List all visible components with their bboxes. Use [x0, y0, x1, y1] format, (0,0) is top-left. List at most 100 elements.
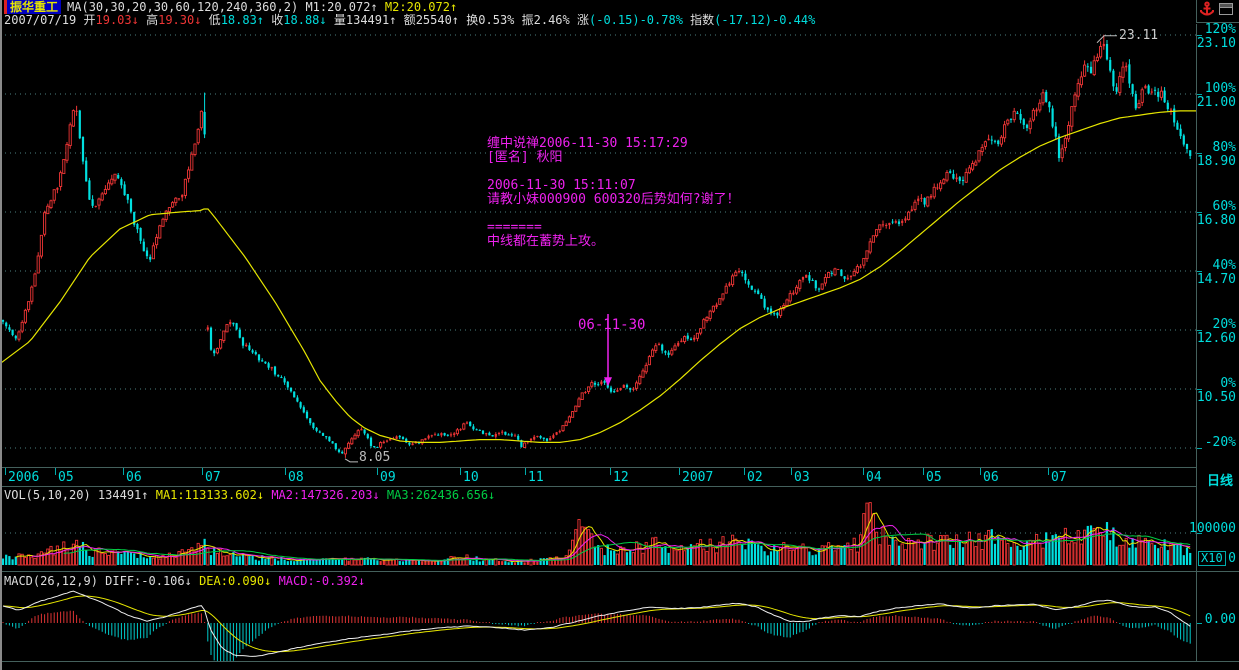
x-axis-tick [285, 468, 286, 475]
x-axis-tick [863, 468, 864, 475]
macd-chart[interactable] [0, 572, 1196, 661]
dea-line [2, 595, 1191, 653]
volume-unit-badge: X10 [1198, 551, 1226, 566]
readout-segment: 指数 [690, 13, 715, 27]
readout-segment: MA2:147326.203↓ [271, 488, 387, 502]
price-axis-tick [1197, 271, 1202, 272]
readout-segment: 开 [83, 13, 96, 27]
diff-line [2, 590, 1191, 657]
peak-pointer-line [1096, 35, 1117, 44]
price-axis-tick [1197, 389, 1202, 390]
main-candlestick-chart[interactable] [0, 24, 1196, 468]
readout-segment: (-0.15)-0.78% [589, 13, 691, 27]
x-axis-label: 06 [983, 470, 999, 485]
annotation-line: 2006-11-30 15:11:07 [487, 178, 636, 193]
readout-segment: (-17.12)-0.44% [714, 13, 816, 27]
readout-segment: 额 [403, 13, 416, 27]
price-axis-price-label: 14.70 [1196, 272, 1236, 287]
price-axis-price-label: 18.90 [1196, 154, 1236, 169]
readout-segment: 高 [146, 13, 159, 27]
x-axis-label: 12 [613, 470, 629, 485]
x-axis-label: 2007 [682, 470, 714, 485]
titlebar-icons [1199, 1, 1233, 19]
volume-chart[interactable] [0, 487, 1196, 571]
price-axis-tick [1197, 212, 1202, 213]
event-arrow-head [604, 377, 612, 387]
header-readout: 振华重工 MA(30,30,20,30,60,120,240,360,2) M1:… [4, 0, 815, 26]
candles [1, 34, 1192, 458]
volume-ma-line [15, 512, 1191, 563]
price-axis-tick [1197, 35, 1202, 36]
readout-segment: 收 [271, 13, 284, 27]
readout-segment: MA1:113133.602↓ [155, 488, 272, 502]
volume-ma-line [63, 532, 1191, 562]
price-axis-tick [1197, 448, 1202, 449]
readout-segment: M1:20.072↑ [305, 0, 385, 14]
readout-segment: MACD:-0.392↓ [278, 574, 366, 588]
price-axis-percent-label: 60% [1212, 199, 1236, 214]
ma30-line [0, 110, 1196, 443]
x-axis-tick [202, 468, 203, 475]
right-axis-column: 日线 100000 X10 0 0.00 120% 23.10 100% 21.00 8… [1189, 0, 1239, 670]
volume-zero-label: 0 [1228, 551, 1236, 566]
readout-segment: 2007/07/19 [4, 13, 84, 27]
annotation-line: ======= [487, 220, 542, 235]
price-axis-percent-label: 40% [1212, 258, 1236, 273]
macd-indicator-readout: MACD(26,12,9) DIFF:-0.106↓ DEA:0.090↓ MA… [4, 574, 365, 588]
ma-readout: MA(30,30,20,30,60,120,240,360,2) M1:20.0… [67, 0, 457, 14]
price-axis-percent-label: 80% [1212, 140, 1236, 155]
x-axis-label: 08 [288, 470, 304, 485]
low-price-label: 8.05 [359, 450, 391, 465]
event-date-label: 06-11-30 [578, 317, 646, 333]
annotation-line [487, 165, 740, 179]
readout-segment: M2:20.072↑ [384, 0, 458, 14]
price-axis-percent-label: 120% [1204, 22, 1236, 37]
x-axis-label: 04 [866, 470, 882, 485]
x-axis-tick [123, 468, 124, 475]
header-line-2: 2007/07/19 开19.03↓ 高19.30↓ 低18.83↑ 收18.8… [4, 14, 815, 26]
x-axis-label: 03 [794, 470, 810, 485]
low-pointer-line [344, 458, 358, 463]
macd-zero-label: 0.00 [1204, 612, 1236, 627]
titlebar-icon-frame [1196, 0, 1239, 23]
x-axis-label: 05 [926, 470, 942, 485]
anchor-icon[interactable] [1199, 1, 1215, 19]
window-left-border [0, 0, 2, 670]
readout-segment: 量 [333, 13, 346, 27]
readout-segment: 19.30↓ [158, 13, 209, 27]
readout-segment: 换0.53% [466, 13, 522, 27]
readout-segment: MA(30,30,20,30,60,120,240,360,2) [67, 0, 306, 14]
price-axis-price-label: 21.00 [1196, 95, 1236, 110]
readout-segment: 134491↑ [345, 13, 404, 27]
price-axis-percent-label: 20% [1212, 317, 1236, 332]
volume-grid-label: 100000 [1189, 521, 1236, 536]
x-axis-label: 11 [528, 470, 544, 485]
x-axis-label: 2006 [8, 470, 40, 485]
volume-ma-line [31, 524, 1191, 562]
volume-indicator-readout: VOL(5,10,20) 134491↑ MA1:113133.602↓ MA2… [4, 488, 495, 502]
x-axis-label: 02 [747, 470, 763, 485]
x-axis[interactable]: 2006 05 06 07 08 09 10 11 12 2007 02 03 04 05 06 07 [0, 467, 1196, 487]
x-axis-label: 09 [380, 470, 396, 485]
annotation-line: [匿名] 秋阳 [487, 150, 563, 165]
period-label[interactable]: 日线 [1206, 474, 1233, 489]
price-axis-tick [1197, 94, 1202, 95]
x-axis-label: 07 [205, 470, 221, 485]
readout-segment: 18.83↑ [220, 13, 272, 27]
stock-name-badge[interactable]: 振华重工 [4, 0, 62, 14]
window-icon[interactable] [1219, 3, 1233, 15]
axis-divider [1196, 24, 1197, 662]
price-axis-percent-label: 100% [1204, 81, 1236, 96]
readout-segment: 振2.46% [521, 13, 577, 27]
readout-segment: MACD(26,12,9) DIFF:-0.106↓ [4, 574, 200, 588]
x-axis-label: 06 [126, 470, 142, 485]
readout-segment: 涨 [576, 13, 589, 27]
price-axis-percent-label: 0% [1220, 376, 1236, 391]
x-axis-label: 10 [463, 470, 479, 485]
peak-price-label: 23.11 [1119, 28, 1159, 43]
x-axis-label: 05 [58, 470, 74, 485]
price-axis-percent-label: -20% [1204, 435, 1236, 450]
readout-segment: 低 [208, 13, 221, 27]
x-axis-tick [460, 468, 461, 475]
